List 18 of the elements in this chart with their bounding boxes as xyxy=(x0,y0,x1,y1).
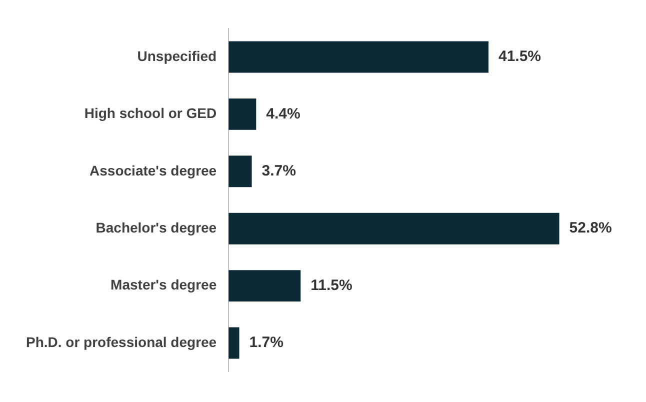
y-tick-label: Unspecified xyxy=(137,48,217,64)
data-label: 1.7% xyxy=(249,334,284,352)
bar xyxy=(228,98,256,130)
data-label: 52.8% xyxy=(569,220,612,237)
y-tick-label: High school or GED xyxy=(84,105,217,122)
bar xyxy=(228,41,488,73)
y-tick-label: Associate's degree xyxy=(90,162,217,178)
bar xyxy=(228,156,252,188)
data-label: 3.7% xyxy=(262,162,296,180)
bar xyxy=(228,270,301,302)
bar xyxy=(228,212,560,244)
y-tick-label: Bachelor's degree xyxy=(96,219,217,236)
data-label: 41.5% xyxy=(498,48,542,66)
data-label: 11.5% xyxy=(310,276,352,294)
bar xyxy=(228,327,240,359)
y-tick-label: Master's degree xyxy=(110,276,217,293)
data-label: 4.4% xyxy=(266,105,300,122)
y-tick-label: Ph.D. or professional degree xyxy=(26,334,217,350)
